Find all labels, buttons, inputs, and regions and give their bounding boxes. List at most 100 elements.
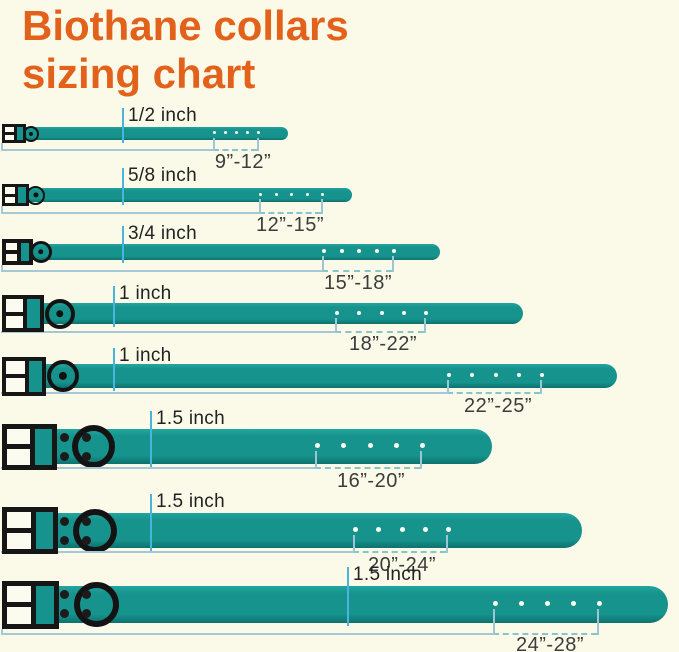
measure-riser	[322, 256, 324, 272]
measure-riser	[446, 534, 448, 553]
hole-dot	[399, 527, 405, 532]
measure-riser	[259, 199, 261, 214]
hole-dot	[246, 131, 249, 134]
width-tick	[122, 168, 124, 205]
size-range-label: 20”-24”	[368, 554, 436, 576]
hole-dot	[339, 249, 344, 253]
measure-riser	[1, 143, 3, 151]
rivets-icon	[60, 517, 69, 526]
width-label: 1.5 inch	[156, 491, 225, 512]
hole-dot	[493, 373, 498, 377]
d-ring-icon	[73, 508, 117, 553]
width-tick	[113, 286, 115, 327]
buckle-frame-icon	[2, 507, 58, 554]
buckle-frame-icon	[2, 239, 33, 265]
measure-riser	[213, 137, 215, 151]
measure-line-dashed	[353, 551, 446, 553]
measure-riser	[257, 137, 259, 151]
hole-dot	[516, 373, 521, 377]
measure-line-solid	[1, 467, 315, 469]
buckle-ring-icon	[30, 241, 52, 263]
width-tick	[122, 108, 124, 143]
width-label: 5/8 inch	[128, 165, 197, 186]
hole-dot	[571, 601, 576, 606]
hole-dot	[290, 192, 293, 196]
measure-riser	[597, 608, 599, 635]
hole-dot	[315, 443, 320, 448]
collar-strap	[4, 586, 668, 623]
measure-line-solid	[1, 212, 259, 214]
width-tick	[122, 226, 124, 263]
measure-riser	[420, 450, 422, 469]
page-title: Biothane collars sizing chart	[22, 2, 349, 98]
size-range-label: 9”-12”	[214, 151, 272, 173]
measure-line-solid	[1, 392, 447, 394]
measure-line-dashed	[335, 331, 424, 333]
measure-line-dashed	[322, 270, 392, 272]
hole-dot	[259, 192, 262, 196]
hole-dot	[446, 527, 451, 532]
buckle-frame-icon	[2, 580, 59, 629]
hole-dot	[353, 527, 358, 532]
buckle-frame-icon	[2, 295, 44, 332]
measure-line-solid	[1, 633, 493, 635]
width-label: 1.5 inch	[353, 564, 422, 585]
measure-riser	[335, 317, 337, 333]
buckle-frame-icon	[2, 124, 26, 143]
hole-dot	[470, 373, 475, 377]
hole-dot	[305, 192, 309, 196]
width-label: 1 inch	[119, 283, 172, 304]
measure-line-solid	[1, 331, 335, 333]
buckle-frame-icon	[2, 423, 57, 470]
measure-line-solid	[1, 551, 353, 553]
measure-line-dashed	[447, 392, 540, 394]
d-ring-icon	[72, 425, 115, 468]
measure-riser	[1, 206, 3, 214]
width-tick	[150, 411, 152, 467]
measure-line-dashed	[259, 212, 321, 214]
hole-dot	[341, 443, 347, 448]
hole-dot	[392, 249, 396, 253]
width-tick	[347, 567, 349, 626]
rivets-icon	[60, 433, 69, 442]
width-label: 1.5 inch	[156, 408, 225, 429]
hole-dot	[235, 131, 238, 134]
measure-riser	[1, 332, 3, 333]
hole-dot	[393, 443, 399, 448]
hole-dot	[597, 601, 602, 606]
collar-strap	[4, 513, 582, 548]
hole-dot	[213, 131, 216, 134]
hole-dot	[493, 601, 498, 606]
size-range-label: 12”-15”	[256, 214, 324, 236]
hole-dot	[376, 527, 382, 532]
hole-dot	[321, 192, 324, 196]
size-range-label: 18”-22”	[349, 333, 417, 355]
hole-dot	[357, 310, 362, 315]
hole-dot	[379, 310, 384, 315]
width-tick	[150, 494, 152, 551]
buckle-frame-icon	[2, 184, 29, 206]
buckle-ring-icon	[47, 360, 79, 392]
rivets-icon	[60, 590, 69, 599]
measure-riser	[353, 534, 355, 553]
measure-line-solid	[1, 149, 213, 151]
collar-strap	[4, 364, 617, 388]
title-line-1: Biothane collars	[22, 2, 349, 49]
title-line-2: sizing chart	[22, 50, 256, 97]
buckle-ring-icon	[26, 185, 45, 205]
hole-dot	[424, 310, 428, 315]
measure-line-dashed	[493, 633, 597, 635]
measure-riser	[424, 317, 426, 333]
collar-strap	[4, 127, 288, 140]
hole-dot	[335, 310, 339, 315]
hole-dot	[322, 249, 326, 253]
width-label: 1 inch	[119, 345, 172, 366]
hole-dot	[374, 249, 379, 253]
hole-dot	[357, 249, 361, 253]
measure-riser	[540, 380, 542, 394]
size-range-label: 22”-25”	[464, 395, 532, 417]
measure-riser	[392, 256, 394, 272]
size-range-label: 16”-20”	[337, 470, 405, 492]
hole-dot	[519, 601, 524, 606]
